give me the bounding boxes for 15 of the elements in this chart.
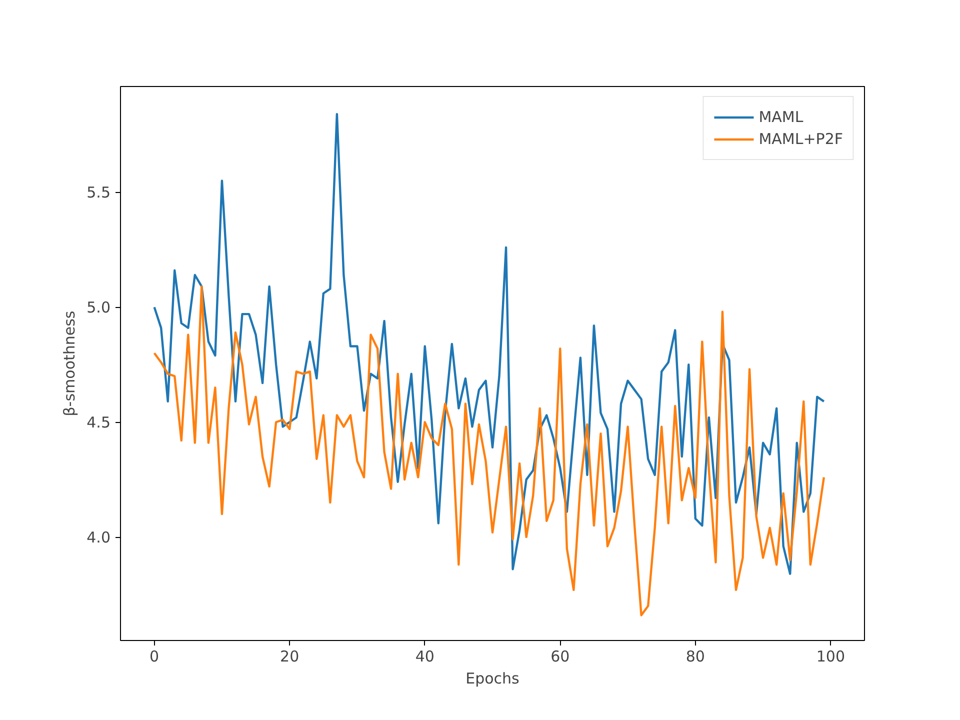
line-series <box>153 285 826 616</box>
y-tick-label: 5.5 <box>86 184 111 202</box>
x-tick-label: 60 <box>550 648 570 666</box>
x-tick-label: 20 <box>280 648 300 666</box>
legend-label: MAML+P2F <box>758 130 843 148</box>
x-tick-label: 100 <box>816 648 846 666</box>
x-axis-title: Epochs <box>466 670 520 688</box>
y-tick-label: 4.5 <box>86 414 111 432</box>
y-tick-label: 4.0 <box>86 528 111 547</box>
x-tick-label: 40 <box>415 648 434 666</box>
x-tick-label: 0 <box>150 648 160 666</box>
y-axis-title: β-smoothness <box>60 310 79 416</box>
y-tick-label: 5.0 <box>86 298 111 317</box>
x-tick-label: 80 <box>686 648 705 666</box>
legend-label: MAML <box>758 108 804 126</box>
